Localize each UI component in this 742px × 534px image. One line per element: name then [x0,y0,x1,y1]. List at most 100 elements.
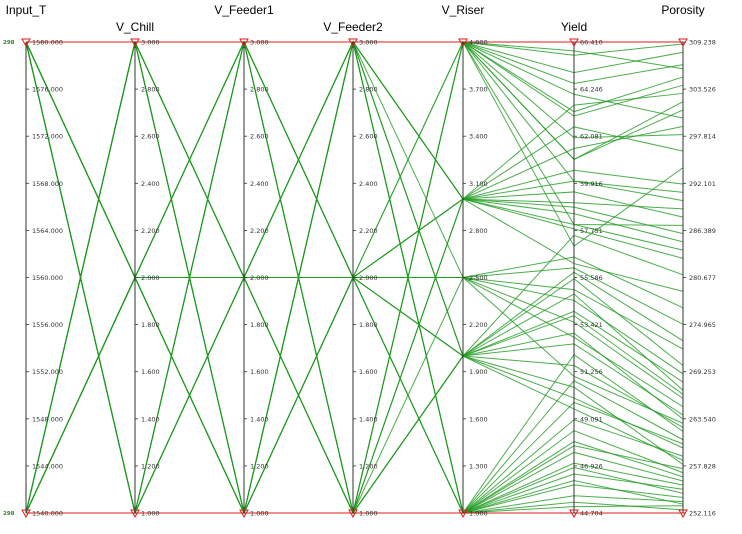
tick-label-v-feeder1: 1.800 [250,321,269,329]
tick-label-yield: 62.081 [580,133,603,141]
tick-label-yield: 64.246 [580,86,603,94]
sample-line-38 [26,276,684,514]
bottom-marker-v-feeder1 [239,509,249,519]
tick-label-porosity: 297.814 [689,133,716,141]
top-marker-yield [569,38,579,48]
sample-line-49 [26,41,684,279]
tick-label-yield: 66.410 [580,39,603,47]
sample-line-35 [25,40,684,279]
tick-label-v-riser: 2.800 [469,227,488,235]
tick-label-v-chill: 2.000 [141,274,160,282]
sample-line-36 [25,276,684,515]
tick-label-v-chill: 3.000 [141,39,160,47]
tick-label-input-t: 1576.000 [32,86,63,94]
sample-line-23 [25,41,684,278]
tick-label-v-feeder2: 2.800 [359,86,378,94]
tick-label-v-feeder2: 2.000 [359,274,378,282]
tick-label-porosity: 263.540 [689,415,716,423]
tick-label-yield: 51.256 [580,368,603,376]
bottom-marker-porosity [678,509,688,519]
tick-label-v-chill: 1.600 [141,368,160,376]
tick-label-v-feeder1: 3.000 [250,39,269,47]
tick-label-input-t: 1548.000 [32,415,63,423]
tick-label-input-t: 1580.000 [32,39,63,47]
tick-label-input-t: 1572.000 [32,133,63,141]
axis-title-v-riser: V_Riser [442,3,485,17]
tick-label-v-riser: 1.300 [469,462,488,470]
axis-title-v-feeder2: V_Feeder2 [323,20,383,34]
tick-label-porosity: 280.677 [689,274,716,282]
tick-label-v-feeder2: 1.000 [359,510,378,518]
bottom-marker-input-t [21,509,31,519]
tick-label-v-feeder1: 2.000 [250,274,269,282]
tick-label-yield: 59.916 [580,180,603,188]
axis-title-yield: Yield [561,20,587,34]
bottom-marker-v-feeder2 [348,509,358,519]
tick-label-v-feeder1: 1.000 [250,510,269,518]
tick-label-v-feeder2: 3.000 [359,39,378,47]
top-marker-input-t [21,38,31,48]
top-marker-porosity [678,38,688,48]
tick-label-input-t: 1552.000 [32,368,63,376]
tick-label-v-riser: 1.000 [469,510,488,518]
tick-label-porosity: 292.101 [689,180,716,188]
tick-label-porosity: 257.828 [689,462,716,470]
tick-label-input-t: 1544.000 [32,462,63,470]
top-marker-v-riser [458,38,468,48]
tick-label-v-chill: 1.400 [141,415,160,423]
tick-label-porosity: 303.526 [689,86,716,94]
tick-label-v-riser: 4.000 [469,39,488,47]
axis-title-porosity: Porosity [661,3,704,17]
axes [21,38,688,519]
sample-line-56 [26,276,684,514]
bottom-count-label: 298 [3,511,15,517]
tick-label-porosity: 309.238 [689,39,716,47]
tick-label-v-riser: 3.400 [469,133,488,141]
tick-label-v-feeder1: 2.200 [250,227,269,235]
tick-label-v-riser: 2.500 [469,274,488,282]
tick-label-v-feeder1: 1.400 [250,415,269,423]
axis-title-v-feeder1: V_Feeder1 [214,3,274,17]
tick-label-v-chill: 1.800 [141,321,160,329]
tick-label-v-feeder1: 1.600 [250,368,269,376]
tick-label-v-chill: 2.600 [141,133,160,141]
tick-label-yield: 44.704 [580,510,603,518]
tick-label-yield: 53.421 [580,321,603,329]
tick-label-v-feeder2: 1.800 [359,321,378,329]
tick-label-v-feeder2: 1.400 [359,415,378,423]
tick-label-porosity: 274.965 [689,321,716,329]
tick-label-v-chill: 2.800 [141,86,160,94]
tick-label-porosity: 269.253 [689,368,716,376]
sample-line-8 [25,277,684,514]
top-count-label: 298 [3,40,15,46]
tick-label-v-feeder2: 2.200 [359,227,378,235]
bottom-marker-yield [569,509,579,519]
tick-label-yield: 49.091 [580,415,603,423]
axis-title-v-chill: V_Chill [116,20,154,34]
tick-label-v-feeder2: 2.400 [359,180,378,188]
tick-label-v-riser: 2.200 [469,321,488,329]
tick-label-v-feeder2: 1.200 [359,462,378,470]
tick-label-v-chill: 1.000 [141,510,160,518]
tick-label-input-t: 1568.000 [32,180,63,188]
tick-label-yield: 57.751 [580,227,603,235]
tick-label-input-t: 1556.000 [32,321,63,329]
tick-label-v-feeder2: 2.600 [359,133,378,141]
tick-label-v-chill: 1.200 [141,462,160,470]
tick-label-v-feeder2: 1.600 [359,368,378,376]
tick-label-v-riser: 3.700 [469,86,488,94]
tick-label-porosity: 252.116 [689,510,716,518]
tick-label-yield: 55.586 [580,274,603,282]
tick-label-yield: 46.926 [580,462,603,470]
tick-label-porosity: 286.389 [689,227,716,235]
top-marker-v-feeder1 [239,38,249,48]
tick-label-v-feeder1: 2.400 [250,180,269,188]
top-marker-v-chill [130,38,140,48]
bottom-marker-v-riser [458,509,468,519]
tick-label-input-t: 1560.000 [32,274,63,282]
sample-line-24 [25,277,684,514]
tick-label-v-chill: 2.400 [141,180,160,188]
tick-label-v-feeder1: 1.200 [250,462,269,470]
